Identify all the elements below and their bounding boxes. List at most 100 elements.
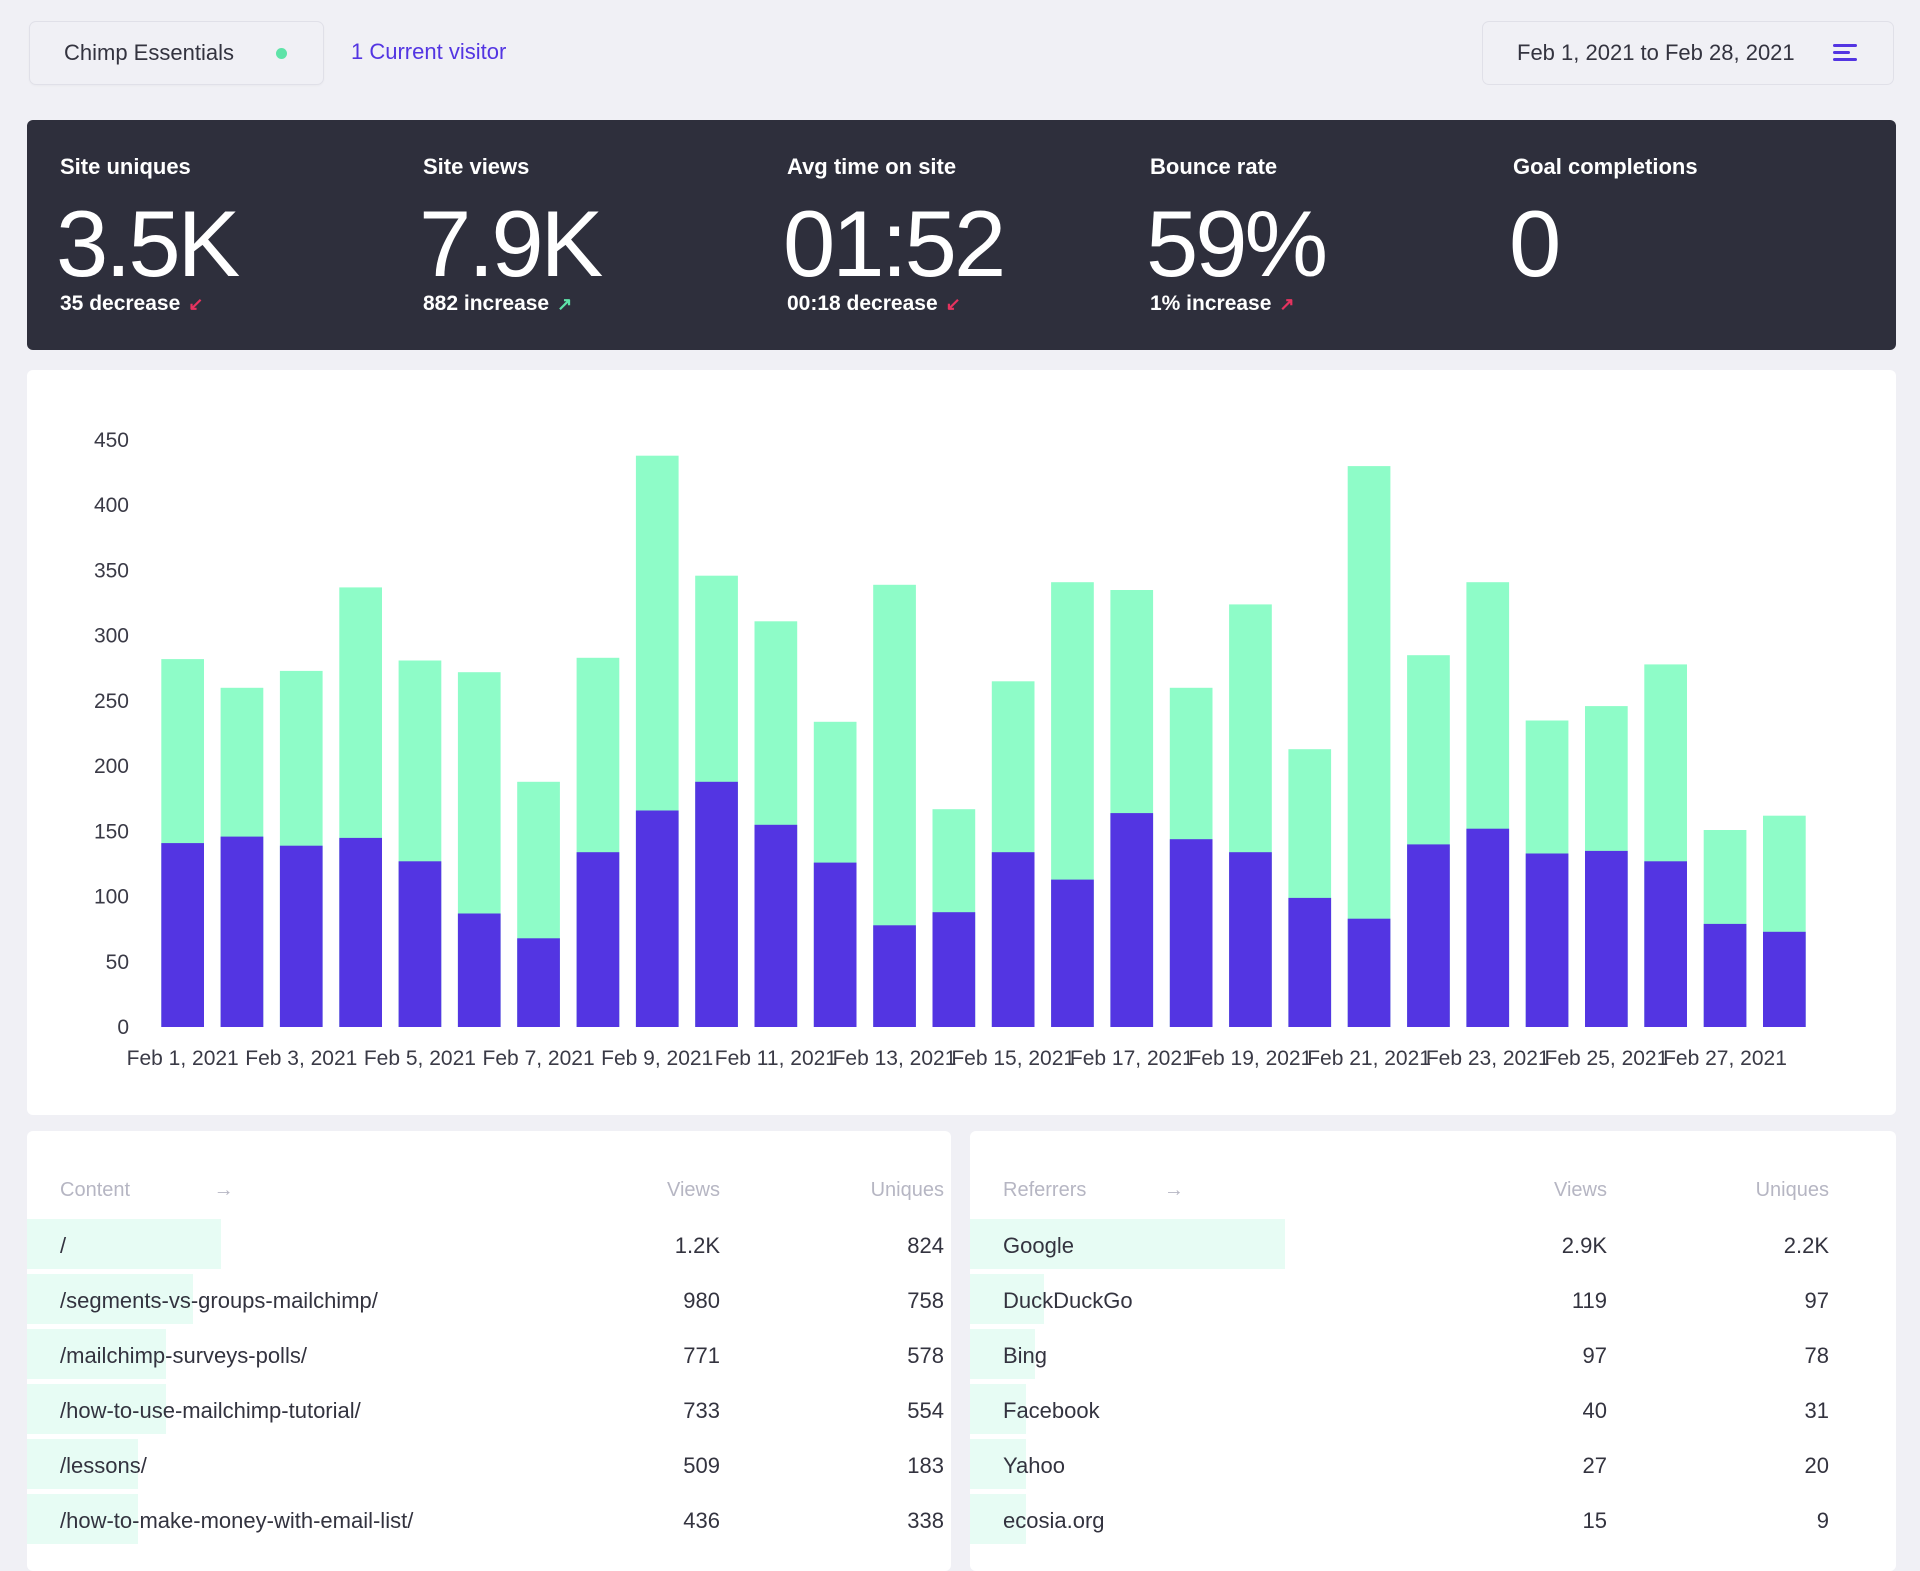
row-name[interactable]: /how-to-use-mailchimp-tutorial/ bbox=[60, 1398, 361, 1423]
arrow-right-icon[interactable]: → bbox=[1163, 1179, 1184, 1201]
table-row[interactable]: Google 2.9K 2.2K bbox=[970, 1219, 1896, 1269]
bar-uniques[interactable] bbox=[1051, 879, 1094, 1027]
bar-uniques[interactable] bbox=[695, 781, 738, 1027]
bar-uniques[interactable] bbox=[635, 810, 679, 1028]
bar-uniques[interactable] bbox=[1407, 844, 1450, 1027]
table-row[interactable]: /mailchimp-surveys-polls/771 578 bbox=[27, 1329, 951, 1379]
bar-uniques[interactable] bbox=[991, 852, 1035, 1027]
x-tick-label: Feb 5, 2021 bbox=[364, 1047, 476, 1070]
bar-uniques[interactable] bbox=[1763, 931, 1806, 1027]
row-name[interactable]: DuckDuckGo bbox=[1003, 1288, 1133, 1313]
bar-uniques[interactable] bbox=[398, 861, 442, 1027]
content-uniques-header: Uniques bbox=[870, 1179, 944, 1201]
y-tick-label: 300 bbox=[94, 625, 129, 648]
current-visitors-link[interactable]: 1 Current visitor bbox=[351, 39, 506, 65]
row-name[interactable]: / bbox=[60, 1233, 67, 1258]
bar-uniques[interactable] bbox=[1644, 861, 1687, 1027]
row-uniques: 578 bbox=[907, 1343, 944, 1368]
table-row[interactable]: DuckDuckGo 119 97 bbox=[970, 1274, 1896, 1324]
table-row[interactable]: ecosia.org 15 9 bbox=[970, 1494, 1896, 1544]
row-uniques: 97 bbox=[1804, 1288, 1829, 1313]
row-views: 2.9K bbox=[1561, 1233, 1607, 1258]
bar-uniques[interactable] bbox=[279, 845, 323, 1027]
bar-uniques[interactable] bbox=[932, 912, 976, 1027]
stat-label: Site views bbox=[423, 154, 530, 179]
row-views: 509 bbox=[683, 1453, 720, 1478]
row-share-bar bbox=[27, 1329, 166, 1379]
arrow-down-icon: ↙ bbox=[188, 293, 204, 314]
bar-uniques[interactable] bbox=[1703, 923, 1747, 1027]
content-header[interactable]: Content → bbox=[60, 1179, 234, 1202]
row-name[interactable]: Yahoo bbox=[1003, 1453, 1065, 1478]
referrers-uniques-header: Uniques bbox=[1755, 1179, 1829, 1201]
bar-uniques[interactable] bbox=[517, 938, 560, 1027]
table-row[interactable]: /segments-vs-groups-mailchimp/980 758 bbox=[27, 1274, 951, 1324]
row-views: 40 bbox=[1582, 1398, 1607, 1423]
row-name[interactable]: Facebook bbox=[1003, 1398, 1100, 1423]
y-tick-label: 50 bbox=[106, 951, 129, 974]
row-uniques: 183 bbox=[907, 1453, 944, 1478]
row-name[interactable]: /segments-vs-groups-mailchimp/ bbox=[60, 1288, 378, 1313]
referrers-title: Referrers bbox=[1003, 1179, 1087, 1201]
row-name[interactable]: ecosia.org bbox=[1003, 1508, 1105, 1533]
x-tick-label: Feb 3, 2021 bbox=[245, 1047, 357, 1070]
stat-change-text: 882 increase bbox=[423, 292, 550, 315]
row-uniques: 338 bbox=[907, 1508, 944, 1533]
bar-uniques[interactable] bbox=[754, 824, 798, 1027]
bar-uniques[interactable] bbox=[457, 913, 501, 1028]
bar-uniques[interactable] bbox=[1229, 852, 1272, 1027]
row-name[interactable]: /how-to-make-money-with-email-list/ bbox=[60, 1508, 414, 1533]
row-uniques: 758 bbox=[907, 1288, 944, 1313]
bar-uniques[interactable] bbox=[339, 837, 382, 1027]
x-tick-label: Feb 23, 2021 bbox=[1426, 1047, 1550, 1070]
table-row[interactable]: Facebook 40 31 bbox=[970, 1384, 1896, 1434]
row-share-bar bbox=[970, 1494, 1026, 1544]
bar-uniques[interactable] bbox=[220, 836, 264, 1027]
row-share-bar bbox=[27, 1439, 138, 1489]
row-name[interactable]: /mailchimp-surveys-polls/ bbox=[60, 1343, 307, 1368]
stat-label: Site uniques bbox=[60, 154, 191, 179]
bar-uniques[interactable] bbox=[1169, 839, 1213, 1027]
referrers-header[interactable]: Referrers → bbox=[1003, 1179, 1184, 1202]
referrers-views-header: Views bbox=[1554, 1179, 1607, 1201]
traffic-bar-chart: 0 50 100 150 200 250 300 350 400 450 Feb 1, 2021 Fe… bbox=[94, 429, 1806, 1070]
row-name[interactable]: Google bbox=[1003, 1233, 1074, 1258]
stat-change: 882 increase ↗ bbox=[423, 292, 572, 316]
filter-menu-icon[interactable] bbox=[1833, 44, 1857, 64]
stat-change-text: 00:18 decrease bbox=[787, 292, 938, 315]
row-views: 27 bbox=[1582, 1453, 1607, 1478]
row-views: 15 bbox=[1582, 1508, 1607, 1533]
table-row[interactable]: /how-to-make-money-with-email-list/436 33… bbox=[27, 1494, 951, 1544]
row-name[interactable]: /lessons/ bbox=[60, 1453, 147, 1478]
row-name[interactable]: Bing bbox=[1003, 1343, 1048, 1368]
site-selector[interactable]: Chimp Essentials bbox=[29, 21, 324, 85]
x-tick-label: Feb 15, 2021 bbox=[951, 1047, 1075, 1070]
bar-uniques[interactable] bbox=[873, 925, 916, 1027]
table-row[interactable]: Yahoo 27 20 bbox=[970, 1439, 1896, 1489]
row-uniques: 78 bbox=[1804, 1343, 1829, 1368]
date-range-selector[interactable]: Feb 1, 2021 to Feb 28, 2021 bbox=[1482, 21, 1894, 85]
x-tick-label: Feb 11, 2021 bbox=[715, 1047, 837, 1070]
table-row[interactable]: / 1.2K 824 bbox=[27, 1219, 951, 1269]
stat-change: 00:18 decrease ↙ bbox=[787, 292, 961, 316]
x-tick-label: Feb 9, 2021 bbox=[601, 1047, 713, 1070]
arrow-right-icon[interactable]: → bbox=[213, 1179, 234, 1201]
table-row[interactable]: /lessons/509 183 bbox=[27, 1439, 951, 1489]
row-share-bar bbox=[27, 1494, 138, 1544]
bar-uniques[interactable] bbox=[161, 843, 204, 1027]
referrers-table: Referrers → Views Uniques Google 2.9K 2.2K… bbox=[970, 1131, 1896, 1571]
row-views: 1.2K bbox=[674, 1233, 720, 1258]
bar-uniques[interactable] bbox=[576, 852, 620, 1027]
bar-uniques[interactable] bbox=[1525, 853, 1569, 1028]
y-tick-label: 200 bbox=[94, 755, 129, 778]
bar-uniques[interactable] bbox=[1466, 828, 1510, 1027]
table-row[interactable]: /how-to-use-mailchimp-tutorial/733 554 bbox=[27, 1384, 951, 1434]
table-row[interactable]: Bing 97 78 bbox=[970, 1329, 1896, 1379]
bar-uniques[interactable] bbox=[1585, 850, 1628, 1027]
bar-uniques[interactable] bbox=[1347, 918, 1391, 1027]
bar-uniques[interactable] bbox=[1288, 897, 1332, 1027]
stat-value: 3.5K bbox=[56, 191, 240, 296]
bar-uniques[interactable] bbox=[813, 862, 857, 1027]
bar-uniques[interactable] bbox=[1110, 813, 1154, 1027]
row-share-bar bbox=[970, 1439, 1026, 1489]
